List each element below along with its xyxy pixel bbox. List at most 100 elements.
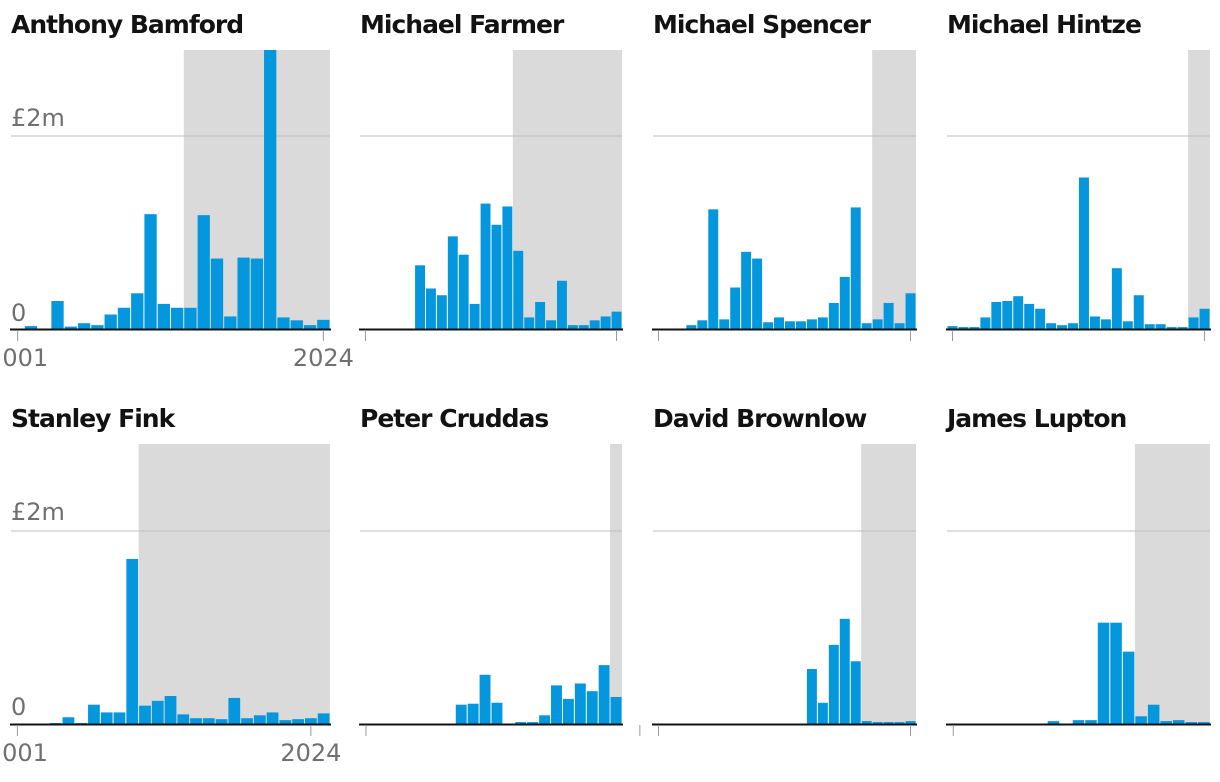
bar bbox=[88, 704, 100, 724]
panel: Anthony Bamford £2m 0 2001 2024 bbox=[0, 10, 354, 372]
shaded-region bbox=[138, 444, 330, 724]
bar bbox=[202, 718, 215, 724]
bar bbox=[850, 207, 861, 329]
bar bbox=[469, 303, 480, 329]
bar bbox=[131, 293, 144, 329]
bar bbox=[1177, 327, 1188, 329]
bar bbox=[1024, 303, 1035, 329]
panel: Michael Hintze bbox=[946, 10, 1211, 341]
bar bbox=[264, 50, 277, 329]
bar bbox=[991, 301, 1002, 329]
shaded-region bbox=[610, 444, 622, 724]
bar bbox=[144, 214, 157, 329]
shaded-region bbox=[872, 50, 916, 329]
bar bbox=[958, 327, 969, 329]
bar bbox=[177, 714, 190, 724]
bar bbox=[546, 320, 556, 329]
bar bbox=[1135, 716, 1147, 724]
bar bbox=[157, 303, 170, 329]
bar bbox=[1155, 324, 1166, 329]
panel-title: Michael Spencer bbox=[653, 10, 872, 39]
bar bbox=[197, 215, 210, 329]
x-tick-label: 2024 bbox=[293, 344, 354, 372]
bar bbox=[184, 307, 197, 329]
panel-title: Stanley Fink bbox=[11, 404, 177, 433]
bar bbox=[91, 325, 104, 329]
bar bbox=[1085, 720, 1097, 724]
bar bbox=[708, 209, 719, 329]
bar bbox=[686, 325, 697, 329]
bar bbox=[502, 206, 513, 329]
bar bbox=[1166, 327, 1177, 329]
bar bbox=[1172, 720, 1185, 724]
bar bbox=[479, 674, 491, 724]
x-tick-label: 2001 bbox=[0, 739, 48, 767]
bar bbox=[947, 326, 958, 329]
bar bbox=[513, 250, 524, 329]
x-tick-label: 2024 bbox=[280, 739, 341, 767]
y-tick-label: £2m bbox=[11, 104, 65, 132]
bar bbox=[535, 301, 546, 329]
bar bbox=[1046, 323, 1057, 329]
bar bbox=[730, 287, 741, 329]
bar bbox=[515, 722, 527, 724]
shaded-region bbox=[1134, 444, 1210, 724]
bar bbox=[190, 718, 202, 724]
bar bbox=[151, 700, 164, 724]
panel: Michael Spencer bbox=[652, 10, 917, 341]
bar bbox=[806, 668, 817, 724]
bar bbox=[611, 311, 622, 329]
bar bbox=[303, 325, 317, 329]
panel: James Lupton bbox=[945, 404, 1211, 736]
bar bbox=[1079, 177, 1089, 329]
bar bbox=[447, 236, 458, 329]
bar bbox=[785, 321, 795, 329]
bar bbox=[969, 327, 980, 329]
y-tick-label: 0 bbox=[11, 299, 26, 327]
bar bbox=[527, 722, 539, 724]
bar bbox=[598, 665, 610, 724]
bar bbox=[1057, 325, 1068, 329]
bar bbox=[1047, 721, 1060, 724]
bar bbox=[210, 258, 224, 329]
bar bbox=[455, 704, 467, 724]
bar bbox=[1068, 323, 1078, 329]
bar bbox=[164, 696, 177, 724]
bar bbox=[894, 323, 905, 329]
bar bbox=[292, 719, 304, 724]
bar bbox=[100, 712, 113, 724]
bar bbox=[861, 721, 872, 724]
bar bbox=[839, 276, 850, 329]
bar bbox=[1111, 268, 1122, 329]
bar bbox=[51, 301, 64, 329]
bar bbox=[1144, 324, 1155, 329]
panel-title: Anthony Bamford bbox=[11, 10, 243, 39]
bar bbox=[215, 719, 228, 724]
bar bbox=[763, 322, 774, 329]
panel-title: Michael Farmer bbox=[360, 10, 565, 39]
bar bbox=[980, 317, 991, 329]
bar bbox=[861, 323, 872, 329]
panel: David Brownlow bbox=[652, 404, 917, 736]
bar bbox=[24, 326, 38, 329]
bar bbox=[228, 697, 241, 724]
panel-title: David Brownlow bbox=[653, 404, 867, 433]
bar bbox=[806, 319, 817, 329]
bar bbox=[839, 618, 850, 724]
bar bbox=[567, 325, 578, 329]
bar bbox=[741, 251, 752, 329]
panel: Stanley Fink £2m 0 2001 2024 bbox=[0, 404, 341, 767]
bar bbox=[317, 713, 330, 724]
panel: Michael Farmer bbox=[359, 10, 623, 341]
bar bbox=[719, 319, 730, 329]
bar bbox=[600, 316, 611, 329]
panel-title: Michael Hintze bbox=[947, 10, 1141, 39]
bar bbox=[491, 224, 502, 329]
bar bbox=[574, 683, 586, 724]
bar bbox=[850, 661, 861, 724]
bar bbox=[1097, 622, 1110, 724]
bar bbox=[1197, 722, 1210, 724]
bar bbox=[539, 715, 551, 724]
